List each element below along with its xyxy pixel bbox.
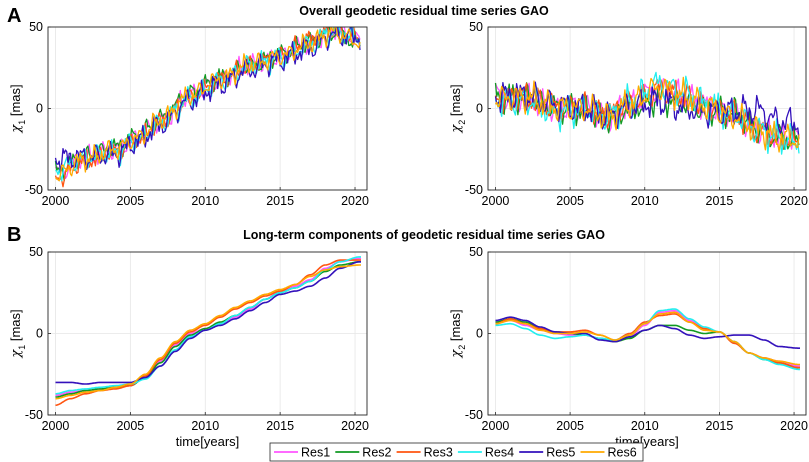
x-tick-label: 2005 — [556, 194, 584, 208]
series-group — [495, 308, 801, 371]
x-tick-label: 2015 — [706, 419, 734, 433]
x-tick-label: 2000 — [482, 194, 510, 208]
series-line-res3 — [54, 27, 361, 188]
x-tick-label: 2020 — [780, 419, 808, 433]
x-tick-label: 2000 — [42, 194, 70, 208]
series-line-res6 — [55, 27, 361, 182]
y-tick-label: 0 — [36, 102, 43, 116]
x-tick-label: 2015 — [266, 194, 294, 208]
panel-letter-b: B — [7, 224, 21, 246]
plot-b-chi1: 2000 2005 2010 2015 2020 -50 0 50 χ1 [mas] time[y… — [8, 245, 369, 449]
x-tick-label: 2015 — [266, 419, 294, 433]
y-axis-label: χ2 [mas] — [448, 84, 467, 133]
y-tick-label: -50 — [25, 408, 43, 422]
series-line-res6 — [495, 311, 801, 366]
legend-label-res1: Res1 — [301, 446, 330, 460]
x-tick-label: 2020 — [780, 194, 808, 208]
x-tick-label: 2010 — [191, 194, 219, 208]
y-tick-label: 0 — [476, 102, 483, 116]
series-line-res5 — [494, 81, 800, 139]
x-tick-label: 2000 — [482, 419, 510, 433]
y-tick-label: -50 — [465, 183, 483, 197]
y-tick-label: 50 — [29, 245, 43, 259]
x-tick-label: 2010 — [631, 419, 659, 433]
x-tick-label: 2005 — [116, 194, 144, 208]
x-tick-label: 2020 — [341, 419, 369, 433]
x-tick-label: 2005 — [556, 419, 584, 433]
y-axis-label: χ1 [mas] — [8, 84, 27, 133]
plot-a-chi1: 2000 2005 2010 2015 2020 -50 0 50 χ1 [mas] — [8, 20, 369, 208]
y-tick-label: 50 — [469, 245, 483, 259]
x-axis-label: time[years] — [176, 434, 240, 449]
y-tick-label: 50 — [469, 20, 483, 34]
legend-label-res3: Res3 — [424, 446, 453, 460]
series-group — [54, 27, 361, 188]
series-line-res6 — [55, 264, 362, 400]
x-tick-label: 2010 — [631, 194, 659, 208]
x-tick-label: 2020 — [341, 194, 369, 208]
series-line-res5 — [54, 27, 361, 173]
legend: Res1 Res2 Res3 Res4 Res5 Res6 — [269, 442, 644, 462]
y-axis-label: χ2 [mas] — [448, 309, 467, 358]
title-a: Overall geodetic residual time series GA… — [299, 4, 549, 18]
series-line-res4 — [494, 71, 800, 155]
x-tick-label: 2015 — [706, 194, 734, 208]
y-axis-label: χ1 [mas] — [8, 309, 27, 358]
x-tick-label: 2000 — [42, 419, 70, 433]
series-line-res6 — [494, 76, 800, 153]
legend-label-res2: Res2 — [362, 446, 391, 460]
x-tick-label: 2010 — [191, 419, 219, 433]
y-tick-label: 0 — [36, 327, 43, 341]
series-line-res5 — [495, 316, 801, 350]
y-tick-label: -50 — [25, 183, 43, 197]
title-b: Long-term components of geodetic residua… — [243, 228, 605, 242]
series-line-res5 — [55, 260, 362, 385]
series-group — [494, 71, 800, 155]
plot-a-chi2: 2000 2005 2010 2015 2020 -50 0 50 χ2 [mas] — [448, 20, 808, 208]
series-group — [55, 256, 362, 407]
legend-box — [269, 442, 644, 462]
x-tick-label: 2005 — [116, 419, 144, 433]
y-tick-label: 0 — [476, 327, 483, 341]
legend-label-res5: Res5 — [546, 446, 575, 460]
y-tick-label: 50 — [29, 20, 43, 34]
legend-label-res6: Res6 — [608, 446, 637, 460]
legend-label-res4: Res4 — [485, 446, 514, 460]
panel-letter-a: A — [7, 5, 21, 27]
y-tick-label: -50 — [465, 408, 483, 422]
